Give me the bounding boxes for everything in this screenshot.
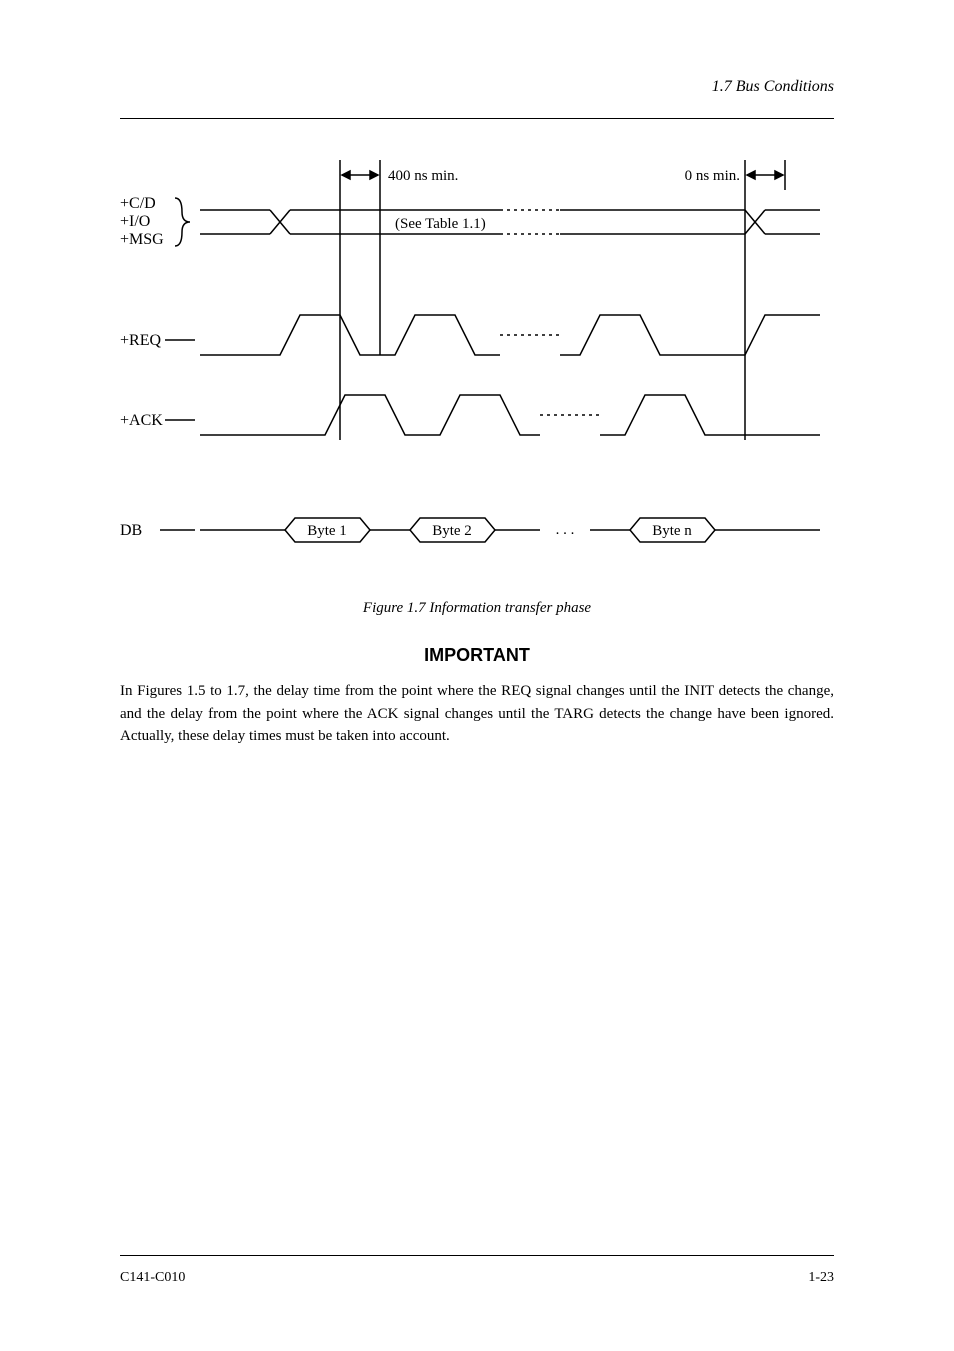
label-table-ref: (See Table 1.1) [395,216,486,232]
label-db: DB [120,522,142,539]
timing-diagram: 400 ns min. 0 ns min. +C/D +I/O +MSG [120,140,840,580]
label-byte1: Byte 1 [307,523,347,539]
important-body: In Figures 1.5 to 1.7, the delay time fr… [120,680,834,748]
label-byte2: Byte 2 [432,523,472,539]
label-io: +I/O [120,213,150,230]
label-0ns: 0 ns min. [685,168,740,184]
footer-doc-id: C141-C010 [120,1270,185,1286]
label-req: +REQ [120,332,161,349]
page: 1.7 Bus Conditions 400 ns min. 0 ns min.… [0,0,954,1351]
header-rule [120,118,834,119]
header-section-title: 1.7 Bus Conditions [712,78,834,96]
label-msg: +MSG [120,231,164,248]
important-heading: IMPORTANT [120,645,834,666]
label-ack: +ACK [120,412,163,429]
footer-rule [120,1255,834,1256]
label-byten: Byte n [652,523,692,539]
label-cd: +C/D [120,195,156,212]
label-400ns: 400 ns min. [388,168,458,184]
footer-page-num: 1-23 [808,1270,834,1286]
figure-caption: Figure 1.7 Information transfer phase [120,600,834,617]
ellipsis-db: . . . [556,522,575,538]
